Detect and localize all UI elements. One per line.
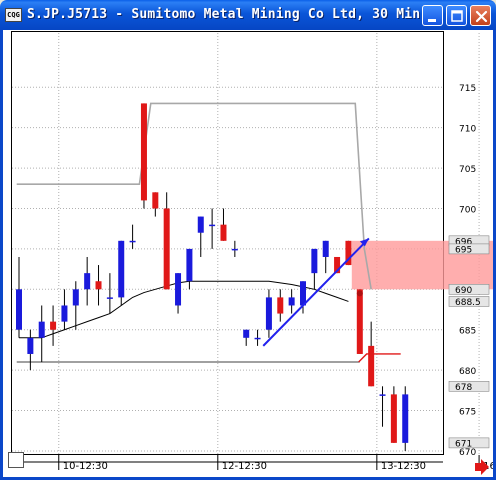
close-icon (475, 10, 488, 23)
candle-body (106, 297, 113, 299)
candle-body (84, 273, 91, 290)
maximize-icon (451, 10, 463, 22)
price-label: 696 (455, 237, 472, 247)
candle-body (95, 281, 102, 290)
candle-body (402, 394, 409, 443)
app-icon[interactable]: CQG (5, 8, 22, 22)
candle-body (322, 240, 329, 257)
title-bar[interactable]: CQG S.JP.J5713 - Sumitomo Metal Mining C… (0, 0, 496, 30)
candle-body (186, 248, 193, 282)
y-tick-label: 710 (459, 125, 476, 135)
candle-body (209, 224, 216, 227)
price-label-box (448, 380, 490, 392)
candle-body (152, 192, 159, 209)
price-label-box (448, 284, 490, 295)
candle-body (277, 297, 284, 314)
candle-body (72, 289, 79, 306)
lower-band-red-line (358, 353, 401, 363)
price-label-box (448, 243, 490, 255)
candle-body (345, 240, 352, 266)
candle-body (50, 321, 57, 330)
candle-body (368, 345, 375, 387)
x-tick-label: 10-12:30 (63, 461, 108, 472)
minimize-icon (428, 19, 436, 22)
candle-body (16, 289, 22, 330)
y-tick-label: 715 (459, 84, 476, 94)
y-tick-label: 680 (459, 367, 476, 377)
candle-body (311, 248, 318, 274)
candle-body (254, 337, 261, 340)
y-tick-label: 700 (459, 205, 476, 215)
signal-dot (356, 290, 363, 297)
candle-body (27, 337, 34, 354)
upper-band-line (16, 102, 372, 290)
x-tick-label: 12-12:30 (222, 461, 267, 472)
price-chart[interactable]: 6706756806856906957007057107156966956906… (3, 30, 493, 477)
x-tick-label: 13-12:30 (381, 461, 426, 472)
trend-line (262, 237, 370, 347)
moving-average-line (19, 280, 349, 339)
candle-body (288, 297, 295, 306)
candle-body (265, 297, 272, 330)
y-tick-label: 670 (459, 448, 476, 458)
scroll-right-icon[interactable] (472, 459, 490, 475)
chart-area[interactable]: 6706756806856906957007057107156966956906… (3, 30, 493, 477)
candle-body (390, 394, 397, 443)
candle-body (231, 248, 238, 251)
corner-box[interactable] (8, 452, 24, 468)
maximize-button[interactable] (446, 5, 467, 26)
trend-arrow-icon (359, 238, 369, 247)
price-label: 695 (455, 245, 472, 255)
price-label: 678 (455, 383, 472, 393)
candle-body (356, 289, 363, 354)
candle-body (175, 273, 182, 306)
candle-body (163, 208, 170, 290)
candle-body (129, 240, 136, 243)
candle-body (118, 240, 125, 298)
candle-body (197, 216, 204, 233)
price-label: 688.5 (455, 298, 481, 308)
candle-body (300, 281, 306, 306)
candle-body (379, 394, 386, 396)
candle-body (220, 224, 227, 241)
y-tick-label: 675 (459, 408, 476, 418)
price-label-box (448, 296, 490, 307)
price-label-box (448, 437, 490, 449)
candle-body (61, 305, 68, 322)
candle-body (140, 103, 147, 201)
close-button[interactable] (470, 5, 491, 26)
y-tick-label: 685 (459, 327, 476, 337)
y-tick-label: 705 (459, 165, 476, 175)
window-title: S.JP.J5713 - Sumitomo Metal Mining Co Lt… (27, 7, 421, 22)
candle-body (243, 329, 250, 338)
candle-body (38, 321, 45, 338)
candle-body (334, 256, 341, 274)
minimize-button[interactable] (422, 5, 443, 26)
price-label: 690 (455, 286, 472, 296)
price-label: 671 (455, 439, 472, 449)
